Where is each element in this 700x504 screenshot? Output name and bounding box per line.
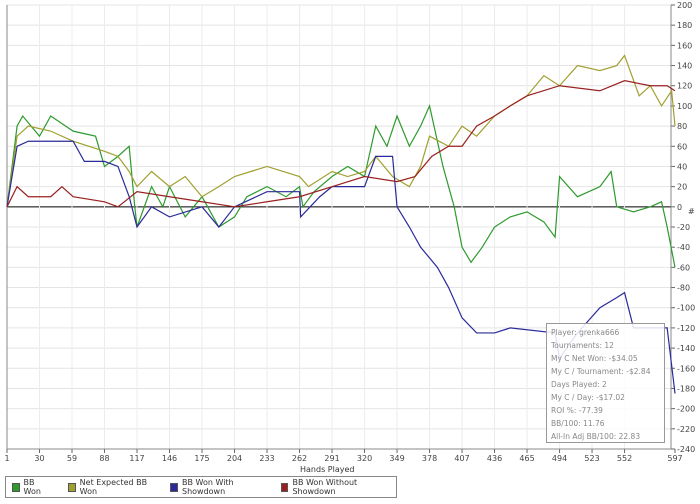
- legend-item: BB Won With Showdown: [170, 478, 260, 496]
- y-tick-label: -220: [677, 425, 695, 434]
- x-tick-label: 175: [194, 454, 209, 463]
- series-line-bb-won: [6, 104, 676, 268]
- series-line-bb-won-without-showdown: [6, 80, 676, 208]
- tooltip-line: Player: grenka666: [551, 328, 620, 337]
- y-tick-label: -40: [677, 243, 690, 252]
- y-tick-label: 140: [677, 62, 692, 71]
- x-axis-label: Hands Played: [300, 465, 355, 474]
- x-tick-label: 59: [67, 454, 77, 463]
- x-tick-label: 146: [162, 454, 177, 463]
- y-tick-label: -140: [677, 344, 695, 353]
- tooltip-line: My C / Day: -$17.02: [551, 393, 625, 402]
- y-tick-label: -180: [677, 384, 695, 393]
- x-tick-label: 291: [324, 454, 339, 463]
- y-tick-label: -120: [677, 324, 695, 333]
- x-tick-label: 233: [259, 454, 274, 463]
- x-tick-label: 494: [552, 454, 567, 463]
- tooltip-line: Days Played: 2: [551, 380, 607, 389]
- tooltip-line: My C Net Won: -$34.05: [551, 354, 638, 363]
- y-axis-label: #: [688, 207, 695, 216]
- x-tick-label: 552: [617, 454, 632, 463]
- x-tick-label: 88: [99, 454, 109, 463]
- legend-swatch: [280, 482, 289, 492]
- y-tick-label: 120: [677, 82, 692, 91]
- x-tick-label: 320: [357, 454, 372, 463]
- legend-label: Net Expected BB Won: [79, 478, 148, 496]
- y-tick-label: -20: [677, 223, 690, 232]
- y-tick-label: 100: [677, 102, 692, 111]
- x-tick-label: 378: [422, 454, 437, 463]
- y-tick-label: 0: [677, 203, 682, 212]
- tooltip-line: All-In Adj BB/100: 22.83: [551, 432, 641, 441]
- x-tick-label: 597: [667, 454, 682, 463]
- legend-swatch: [170, 482, 178, 492]
- x-tick-label: 523: [584, 454, 599, 463]
- x-tick-label: 407: [454, 454, 469, 463]
- legend-label: BB Won: [23, 478, 41, 496]
- legend-swatch: [12, 482, 20, 492]
- y-tick-label: 20: [677, 183, 687, 192]
- y-tick-label: 40: [677, 162, 687, 171]
- legend-label: BB Won With Showdown: [181, 478, 234, 496]
- line-chart: 200180160140120100806040200-20-40-60-80-…: [4, 1, 695, 463]
- x-tick-label: 436: [487, 454, 502, 463]
- y-tick-label: -80: [677, 284, 690, 293]
- legend-item: BB Won: [12, 478, 48, 496]
- tooltip-line: BB/100: 11.76: [551, 419, 605, 428]
- x-tick-label: 117: [129, 454, 144, 463]
- x-tick-label: 465: [519, 454, 534, 463]
- y-tick-label: 200: [677, 1, 692, 10]
- legend-item: BB Won Without Showdown: [280, 478, 382, 496]
- x-tick-label: 1: [4, 454, 9, 463]
- y-tick-label: -160: [677, 364, 695, 373]
- x-tick-label: 262: [292, 454, 307, 463]
- x-tick-label: 349: [389, 454, 404, 463]
- y-tick-label: -60: [677, 263, 690, 272]
- tooltip-line: Tournaments: 12: [551, 341, 614, 350]
- y-tick-label: 60: [677, 142, 687, 151]
- y-tick-label: -100: [677, 304, 695, 313]
- player-stats-tooltip: Player: grenka666 Tournaments: 12 My C Net…: [546, 323, 665, 443]
- tooltip-line: ROI %: -77.39: [551, 406, 603, 415]
- tooltip-line: My C / Tournament: -$2.84: [551, 367, 651, 376]
- y-tick-label: 160: [677, 41, 692, 50]
- y-tick-label: 80: [677, 122, 687, 131]
- legend-swatch: [68, 482, 76, 492]
- x-tick-label: 30: [34, 454, 44, 463]
- y-tick-label: -240: [677, 445, 695, 454]
- legend-label: BB Won Without Showdown: [292, 478, 358, 496]
- legend-item: Net Expected BB Won: [68, 478, 150, 496]
- y-tick-label: 180: [677, 21, 692, 30]
- y-tick-label: -200: [677, 405, 695, 414]
- x-tick-label: 204: [227, 454, 242, 463]
- legend: BB Won Net Expected BB Won BB Won With Sho…: [5, 476, 397, 498]
